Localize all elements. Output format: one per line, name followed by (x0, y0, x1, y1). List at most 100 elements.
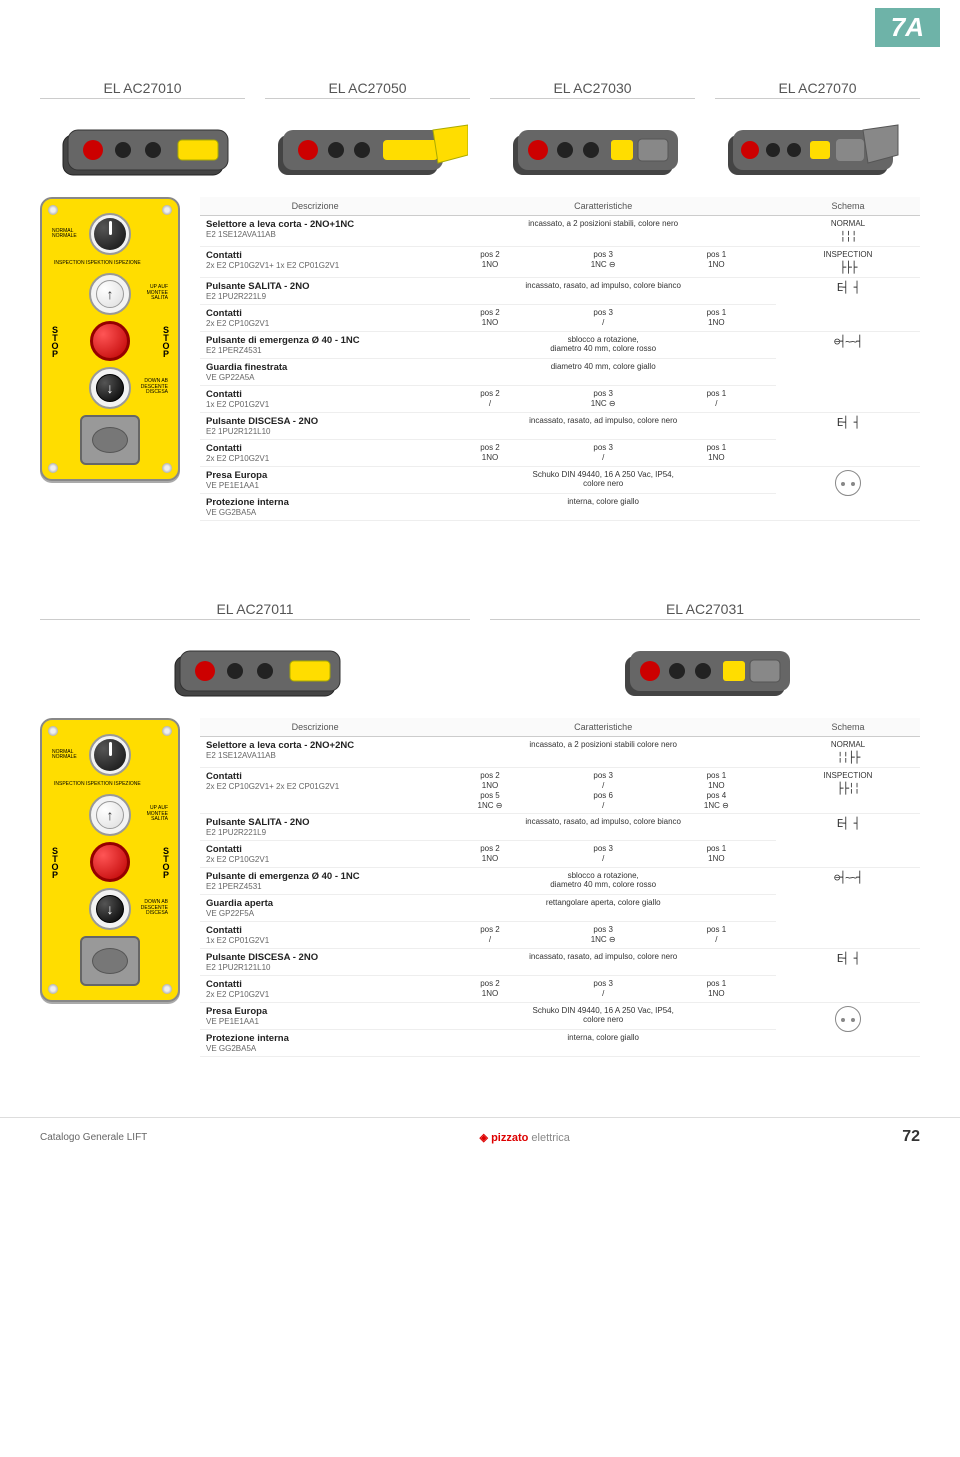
table-row: Pulsante di emergenza Ø 40 - 1NCE2 1PERZ… (200, 332, 920, 359)
panel-label-normal: NORMAL NORMALE (52, 229, 82, 240)
schuko-icon (835, 470, 861, 496)
cell-schema: ⊖┤~~┤ (776, 868, 920, 949)
panel-column: NORMAL NORMALE INSPECTION ISPEKTION ISPE… (40, 718, 180, 1057)
stop-label-right: STOP (161, 846, 170, 878)
footer-left: Catalogo Generale LIFT (40, 1132, 147, 1143)
cell-char: interna, colore giallo (430, 494, 776, 521)
cell-schema: INSPECTION├├╎╎ (776, 768, 920, 814)
spec-table-2: Descrizione Caratteristiche Schema Selet… (200, 718, 920, 1057)
panel-label-inspection: INSPECTION ISPEKTION ISPEZIONE (54, 261, 141, 267)
panel-down-button: ↓ DOWN AB DESCENTE DISCESA (46, 367, 174, 409)
cell-desc: Contatti2x E2 CP10G2V1 (200, 841, 430, 868)
cell-desc: Contatti2x E2 CP10G2V1 (200, 440, 430, 467)
table-row: Contatti2x E2 CP10G2V1+ 1x E2 CP01G2V1po… (200, 247, 920, 278)
table-row: Pulsante SALITA - 2NOE2 1PU2R221L9incass… (200, 814, 920, 841)
panel-label-inspection: INSPECTION ISPEKTION ISPEZIONE (54, 782, 141, 788)
table-column: Descrizione Caratteristiche Schema Selet… (200, 197, 920, 521)
stop-label-right: STOP (161, 325, 170, 357)
cell-char: incassato, rasato, ad impulso, colore ne… (430, 413, 776, 440)
selector-ring (89, 213, 131, 255)
cell-schema: E┤ ┤ (776, 278, 920, 332)
model-cell: EL AC27010 (40, 80, 245, 185)
cell-desc: Presa EuropaVE PE1E1AA1 (200, 1003, 430, 1030)
model-cell: EL AC27030 (490, 80, 695, 185)
th-schema: Schema (776, 197, 920, 216)
cell-char: rettangolare aperta, colore giallo (430, 895, 776, 922)
cell-char: pos 2pos 3pos 1/1NC ⊖/ (430, 386, 776, 413)
section2-detail: NORMAL NORMALE INSPECTION ISPEKTION ISPE… (40, 718, 920, 1057)
cell-char: diametro 40 mm, colore giallo (430, 359, 776, 386)
cell-char: sblocco a rotazione, diametro 40 mm, col… (430, 868, 776, 895)
model-label: EL AC27030 (490, 80, 695, 99)
page-number: 72 (902, 1128, 920, 1146)
panel-estop: STOP STOP (46, 321, 174, 361)
cell-desc: Protezione internaVE GG2BA5A (200, 494, 430, 521)
cell-desc: Protezione internaVE GG2BA5A (200, 1030, 430, 1057)
cell-char: incassato, rasato, ad impulso, colore bi… (430, 814, 776, 841)
control-panel: NORMAL NORMALE INSPECTION ISPEKTION ISPE… (40, 718, 180, 1002)
estop-button-icon (90, 321, 130, 361)
cell-desc: Contatti1x E2 CP01G2V1 (200, 386, 430, 413)
cell-desc: Pulsante DISCESA - 2NOE2 1PU2R121L10 (200, 949, 430, 976)
cell-desc: Selettore a leva corta - 2NO+2NCE2 1SE12… (200, 737, 430, 768)
panel-estop: STOP STOP (46, 842, 174, 882)
table-row: Presa EuropaVE PE1E1AA1Schuko DIN 49440,… (200, 467, 920, 494)
footer-brand: pizzato (491, 1132, 528, 1144)
button-ring: ↓ (89, 888, 131, 930)
panel-selector: NORMAL NORMALE (46, 734, 174, 776)
cell-desc: Pulsante DISCESA - 2NOE2 1PU2R121L10 (200, 413, 430, 440)
panel-column: NORMAL NORMALE INSPECTION ISPEKTION ISPE… (40, 197, 180, 521)
cell-char: pos 2pos 3pos 11NO1NC ⊖1NO (430, 247, 776, 278)
down-button-icon: ↓ (96, 374, 124, 402)
cell-desc: Pulsante SALITA - 2NOE2 1PU2R221L9 (200, 814, 430, 841)
spec-table-1: Descrizione Caratteristiche Schema Selet… (200, 197, 920, 521)
selector-knob (94, 739, 126, 771)
up-button-icon: ↑ (96, 801, 124, 829)
cell-desc: Contatti2x E2 CP10G2V1 (200, 976, 430, 1003)
panel-selector: NORMAL NORMALE (46, 213, 174, 255)
cell-schema: E┤ ┤ (776, 814, 920, 868)
table-row: Pulsante DISCESA - 2NOE2 1PU2R121L10inca… (200, 949, 920, 976)
cell-char: sblocco a rotazione, diametro 40 mm, col… (430, 332, 776, 359)
model-label: EL AC27011 (40, 601, 470, 620)
schuko-icon (835, 1006, 861, 1032)
section1-detail: NORMAL NORMALE INSPECTION ISPEKTION ISPE… (40, 197, 920, 521)
section2-models: EL AC27011 EL AC27031 (40, 601, 920, 706)
cell-schema: ⊖┤~~┤ (776, 332, 920, 413)
panel-socket (46, 415, 174, 465)
tbody-2: Selettore a leva corta - 2NO+2NCE2 1SE12… (200, 737, 920, 1057)
selector-ring (89, 734, 131, 776)
cell-desc: Pulsante SALITA - 2NOE2 1PU2R221L9 (200, 278, 430, 305)
cell-desc: Presa EuropaVE PE1E1AA1 (200, 467, 430, 494)
cell-char: incassato, rasato, ad impulso, colore bi… (430, 278, 776, 305)
down-button-icon: ↓ (96, 895, 124, 923)
stop-label-left: STOP (50, 325, 59, 357)
footer-logo: ◈ pizzato elettrica (480, 1131, 570, 1144)
model-label: EL AC27010 (40, 80, 245, 99)
model-label: EL AC27031 (490, 601, 920, 620)
product-image (490, 105, 695, 185)
cell-char: pos 2pos 3pos 11NO/1NO (430, 841, 776, 868)
panel-socket (46, 936, 174, 986)
product-image (490, 626, 920, 706)
model-cell: EL AC27011 (40, 601, 470, 706)
panel-up-button: ↑ UP AUF MONTEE SALITA (46, 273, 174, 315)
table-column: Descrizione Caratteristiche Schema Selet… (200, 718, 920, 1057)
cell-desc: Guardia finestrataVE GP22A5A (200, 359, 430, 386)
table-row: Contatti2x E2 CP10G2V1+ 2x E2 CP01G2V1po… (200, 768, 920, 814)
table-row: Selettore a leva corta - 2NO+1NCE2 1SE12… (200, 216, 920, 247)
stop-label-left: STOP (50, 846, 59, 878)
cell-schema: E┤ ┤ (776, 949, 920, 1003)
panel-label-down: DOWN AB DESCENTE DISCESA (138, 900, 168, 917)
model-label: EL AC27050 (265, 80, 470, 99)
cell-desc: Pulsante di emergenza Ø 40 - 1NCE2 1PERZ… (200, 332, 430, 359)
model-cell: EL AC27031 (490, 601, 920, 706)
control-panel: NORMAL NORMALE INSPECTION ISPEKTION ISPE… (40, 197, 180, 481)
cell-desc: Contatti2x E2 CP10G2V1 (200, 305, 430, 332)
th-schema: Schema (776, 718, 920, 737)
product-image (40, 626, 470, 706)
section1-models: EL AC27010 EL AC27050 EL AC27030 EL AC27… (40, 80, 920, 185)
cell-desc: Contatti1x E2 CP01G2V1 (200, 922, 430, 949)
cell-desc: Selettore a leva corta - 2NO+1NCE2 1SE12… (200, 216, 430, 247)
button-ring: ↑ (89, 794, 131, 836)
